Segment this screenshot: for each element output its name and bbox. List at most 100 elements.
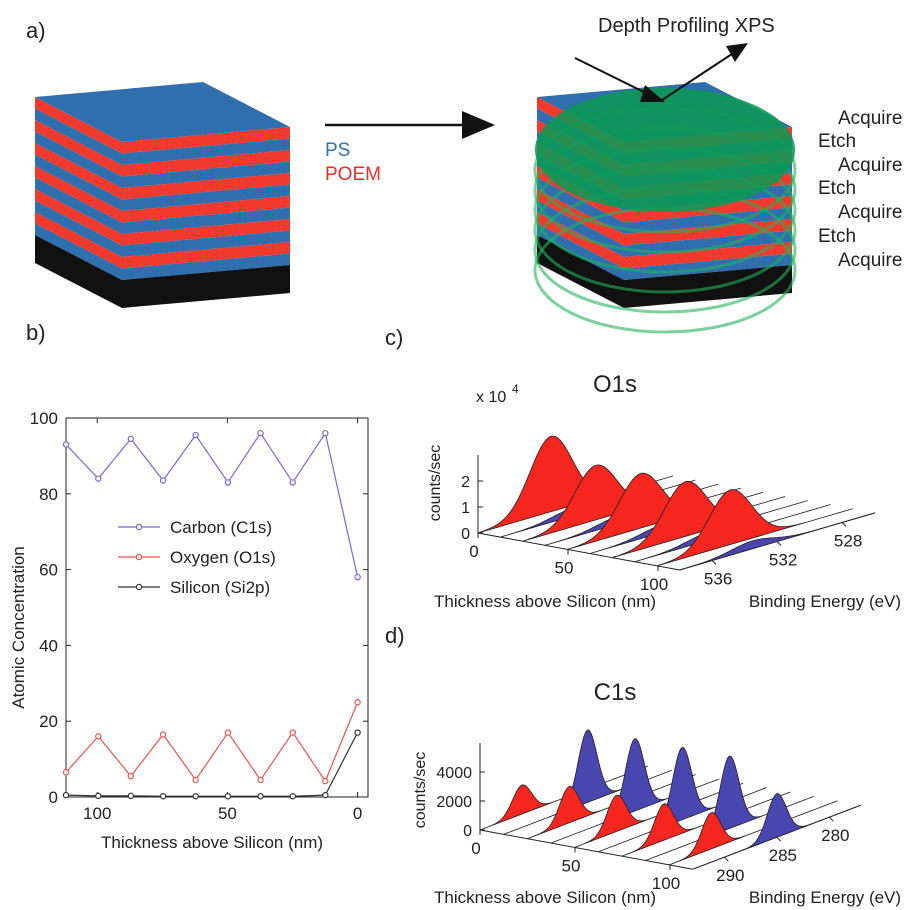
layer-face: [35, 97, 122, 154]
layer-label: PS: [325, 140, 350, 161]
z-tick: [711, 560, 717, 565]
data-point: [354, 699, 361, 706]
data-point: [127, 435, 135, 443]
x-tick-label: 0: [469, 542, 478, 561]
panel-label: a): [26, 18, 46, 43]
y-axis-label: counts/sec: [427, 445, 444, 521]
y-tick-label: 2: [461, 474, 470, 491]
step-label: Acquire: [838, 155, 902, 176]
legend-label: Oxygen (O1s): [170, 548, 276, 567]
beam: [574, 57, 653, 97]
data-point: [95, 792, 102, 800]
legend-marker: [135, 553, 143, 561]
legend-marker: [135, 523, 143, 531]
data-point: [322, 777, 329, 785]
data-point: [62, 791, 70, 799]
step-label: Etch: [818, 226, 856, 247]
layer-face: [122, 173, 290, 200]
step-label: Etch: [818, 131, 856, 152]
etch-disc: [535, 88, 795, 212]
y-tick-label: 2000: [436, 794, 472, 811]
layer-face: [35, 200, 122, 257]
data-point: [289, 729, 296, 736]
y-tick-label: 0: [463, 823, 472, 840]
layer-face: [35, 189, 122, 246]
data-point: [289, 479, 296, 486]
data-point: [95, 475, 102, 482]
data-point: [257, 793, 264, 800]
ridge: [692, 793, 861, 870]
chart-title: C1s: [594, 679, 637, 706]
y-tick-label: 80: [39, 485, 58, 504]
legend-label: Carbon (C1s): [170, 518, 272, 537]
ridge: [668, 800, 838, 866]
x-tick-label: 50: [562, 857, 581, 876]
legend-label: Silicon (Si2p): [170, 578, 270, 597]
z-tick: [776, 836, 782, 842]
layer-face: [122, 161, 290, 188]
series-line: [65, 702, 359, 783]
step-label: Acquire: [838, 108, 902, 129]
y-tick-label: 40: [39, 636, 58, 655]
layer-face: [35, 235, 122, 308]
diagram: [35, 43, 797, 334]
layer-face: [35, 131, 122, 188]
layer-face: [122, 219, 290, 246]
x-axis-label: Thickness above Silicon (nm): [101, 833, 323, 852]
z-axis-label: Binding Energy (eV): [749, 888, 901, 907]
z-tick-label: 532: [769, 550, 797, 569]
y-tick-label: 4000: [436, 765, 472, 782]
x-tick-label: 50: [218, 804, 237, 823]
x-tick-label: 100: [652, 874, 680, 893]
data-point: [354, 573, 361, 581]
beam-head: [640, 85, 665, 102]
y-tick-label: 0: [49, 788, 58, 807]
layer-face: [122, 127, 290, 154]
x-axis: [479, 829, 693, 870]
layer-face: [35, 154, 122, 211]
data-point: [127, 792, 135, 800]
y-tick-label: 1: [461, 500, 470, 517]
z-tick-label: 290: [716, 866, 744, 885]
beam: [661, 51, 736, 101]
data-point: [62, 441, 70, 448]
z-tick: [841, 522, 847, 527]
y-tick-label: 20: [39, 712, 58, 731]
y-multiplier: x 10: [476, 389, 506, 406]
layer-face: [122, 207, 290, 234]
x-tick-label: 100: [640, 575, 668, 594]
data-point: [159, 793, 167, 800]
ridge: [679, 512, 875, 571]
z-tick: [828, 816, 834, 822]
z-tick: [776, 541, 782, 546]
step-label: Acquire: [838, 250, 902, 271]
layer-face: [624, 207, 792, 234]
layer-face: [122, 230, 290, 257]
z-tick-label: 280: [821, 826, 849, 845]
layer-face: [35, 223, 122, 280]
plot-frame: [65, 417, 369, 798]
ridge: [656, 489, 853, 567]
layer-face: [35, 120, 122, 177]
x-tick-label: 100: [83, 804, 111, 823]
layer-face: [122, 242, 290, 269]
chart-title: O1s: [593, 371, 637, 398]
data-point: [322, 429, 329, 437]
layer-face: [35, 166, 122, 223]
layer-face: [537, 235, 624, 308]
z-tick: [723, 856, 729, 862]
y-axis-label: counts/sec: [412, 752, 429, 828]
panel-label: b): [26, 320, 46, 345]
layer-face: [122, 196, 290, 223]
layer-face: [122, 184, 290, 211]
arrow-head: [462, 111, 495, 139]
data-point: [192, 431, 199, 439]
data-point: [289, 793, 296, 800]
layer-face: [35, 212, 122, 269]
data-point: [224, 729, 232, 736]
layer-face: [122, 150, 290, 177]
x-tick-label: 50: [555, 559, 574, 578]
z-tick-label: 536: [704, 569, 732, 588]
step-label: Acquire: [838, 202, 902, 223]
layer-face: [122, 253, 290, 280]
